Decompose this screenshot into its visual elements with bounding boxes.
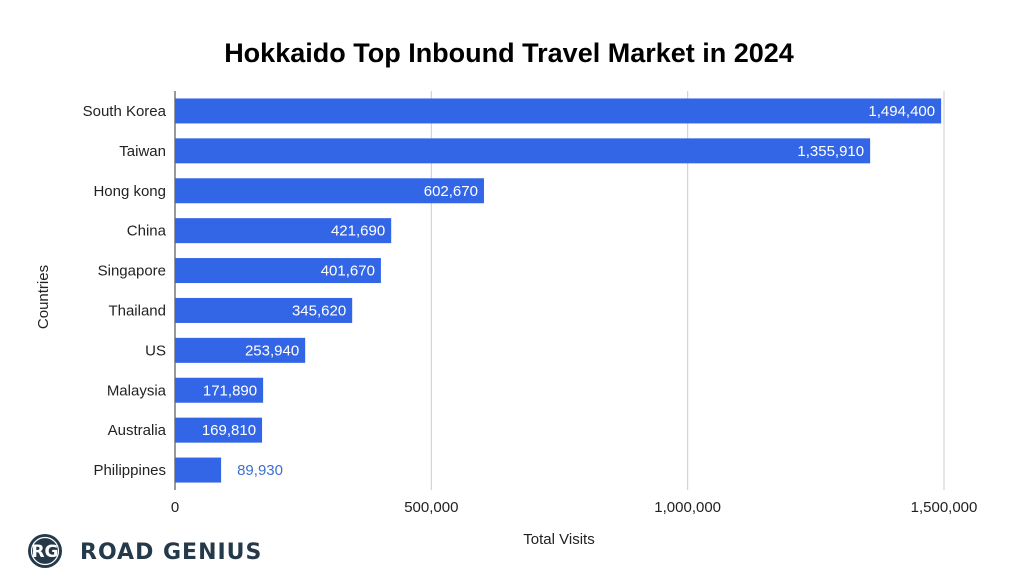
- logo-badge-icon: [28, 534, 62, 568]
- bar: [175, 337, 306, 363]
- bar: [175, 297, 353, 323]
- x-tick-label: 1,500,000: [911, 499, 978, 516]
- data-label: 253,940: [245, 342, 299, 359]
- bar: [175, 377, 264, 403]
- x-axis-title: Total Visits: [523, 531, 594, 548]
- bar: [175, 417, 263, 443]
- chart-title: Hokkaido Top Inbound Travel Market in 20…: [224, 38, 794, 68]
- category-label: China: [127, 223, 167, 240]
- category-labels: South Korea Taiwan Hong kong China Singapore…: [83, 103, 167, 479]
- category-label: Thailand: [108, 302, 166, 319]
- x-tick-label: 0: [171, 499, 179, 516]
- data-label: 421,690: [331, 223, 385, 240]
- category-label: US: [145, 342, 166, 359]
- data-label: 169,810: [202, 422, 256, 439]
- bar: [175, 98, 942, 124]
- data-label: 171,890: [203, 382, 257, 399]
- bar: [175, 138, 871, 164]
- logo-initials: RG: [31, 542, 58, 562]
- x-tick-labels: 0 500,000 1,000,000 1,500,000: [171, 499, 978, 516]
- data-label: 89,930: [237, 462, 283, 479]
- category-label: Hong kong: [93, 183, 166, 200]
- bar: [175, 178, 484, 204]
- bars-group: 1,494,400 1,355,910 602,670 421,690 401,670 3…: [175, 98, 942, 483]
- logo-badge-ring: [30, 536, 60, 566]
- y-axis-title: Countries: [35, 265, 52, 329]
- data-label: 1,494,400: [868, 103, 935, 120]
- category-label: South Korea: [83, 103, 167, 120]
- bar: [175, 218, 392, 244]
- x-tick-label: 1,000,000: [654, 499, 721, 516]
- category-label: Taiwan: [119, 143, 166, 160]
- x-tick-label: 500,000: [404, 499, 458, 516]
- category-label: Singapore: [98, 263, 166, 280]
- data-label: 345,620: [292, 302, 346, 319]
- data-label: 1,355,910: [797, 143, 864, 160]
- bar: [175, 457, 222, 483]
- data-label: 401,670: [321, 263, 375, 280]
- category-label: Australia: [108, 422, 167, 439]
- bar: [175, 258, 381, 284]
- data-label: 602,670: [424, 183, 478, 200]
- category-label: Philippines: [93, 462, 166, 479]
- brand-logo: RG ROAD GENIUS: [28, 534, 262, 568]
- brand-name: ROAD GENIUS: [80, 540, 262, 565]
- category-label: Malaysia: [107, 382, 167, 399]
